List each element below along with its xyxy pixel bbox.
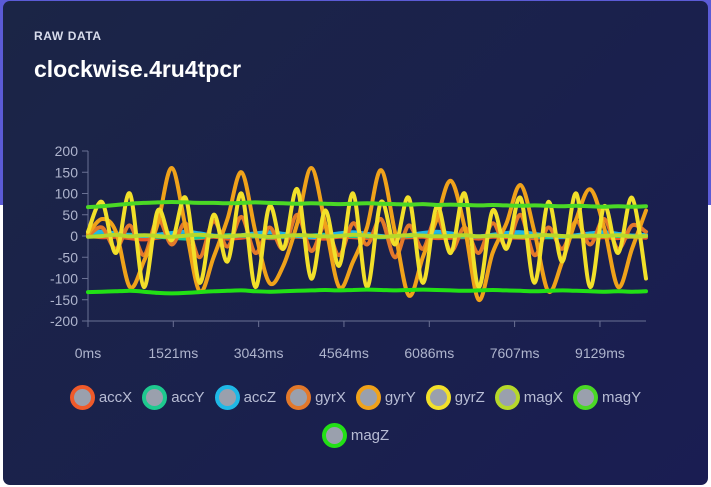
legend-label: magY bbox=[601, 388, 642, 406]
legend-item-accX[interactable]: accX bbox=[69, 384, 133, 410]
y-tick-label: -50 bbox=[58, 249, 78, 265]
legend-swatch-magY bbox=[572, 384, 598, 410]
series-line-magZ bbox=[86, 287, 648, 296]
legend-swatch-magZ bbox=[321, 422, 347, 448]
series-line-magX bbox=[86, 232, 648, 239]
chart-series-lines bbox=[86, 165, 648, 302]
series-line-gyrX bbox=[86, 212, 648, 260]
legend-label: accX bbox=[98, 388, 133, 406]
y-tick-label: -200 bbox=[50, 313, 78, 329]
legend-item-accZ[interactable]: accZ bbox=[214, 384, 277, 410]
series-line-gyrZ bbox=[86, 187, 648, 290]
y-tick-label: 0 bbox=[70, 228, 78, 244]
legend-label: accY bbox=[171, 388, 205, 406]
raw-data-chart: 200 150 100 50 0 -50 -100 -150 -200 0ms 1521ms 3043… bbox=[50, 143, 648, 361]
legend-item-accY[interactable]: accY bbox=[142, 384, 205, 410]
x-tick-label: 3043ms bbox=[234, 345, 284, 361]
legend-swatch-gyrZ bbox=[425, 384, 451, 410]
x-tick-label: 6086ms bbox=[404, 345, 454, 361]
x-tick-label: 7607ms bbox=[490, 345, 540, 361]
legend-swatch-accZ bbox=[214, 384, 240, 410]
y-tick-label: -150 bbox=[50, 292, 78, 308]
legend-item-gyrY[interactable]: gyrY bbox=[355, 384, 416, 410]
legend-label: gyrX bbox=[315, 388, 346, 406]
y-tick-label: 150 bbox=[55, 164, 79, 180]
y-tick-label: -100 bbox=[50, 271, 78, 287]
legend-label: gyrZ bbox=[454, 388, 485, 406]
legend-swatch-gyrY bbox=[355, 384, 381, 410]
y-tick-label: 200 bbox=[55, 143, 79, 159]
chart-axes: 200 150 100 50 0 -50 -100 -150 -200 0ms 1521ms 3043… bbox=[50, 143, 646, 361]
y-tick-label: 50 bbox=[62, 207, 78, 223]
legend-label: magZ bbox=[350, 426, 390, 444]
legend-swatch-gyrX bbox=[286, 384, 312, 410]
raw-data-card: RAW DATA clockwise.4ru4tpcr 200 150 100 50 0… bbox=[3, 1, 708, 485]
y-tick-label: 100 bbox=[55, 186, 79, 202]
legend-item-magZ[interactable]: magZ bbox=[321, 422, 390, 448]
legend-swatch-accY bbox=[142, 384, 168, 410]
legend-item-gyrZ[interactable]: gyrZ bbox=[425, 384, 485, 410]
legend-label: magX bbox=[523, 388, 563, 406]
legend-swatch-magX bbox=[494, 384, 520, 410]
x-tick-label: 1521ms bbox=[148, 345, 198, 361]
x-tick-label: 9129ms bbox=[575, 345, 625, 361]
chart-legend: accX accY accZ gyrX gyrY gyrZ magX magY magZ bbox=[43, 384, 668, 448]
x-tick-label: 4564ms bbox=[319, 345, 369, 361]
legend-item-magY[interactable]: magY bbox=[572, 384, 642, 410]
card-eyebrow: RAW DATA bbox=[34, 29, 102, 43]
legend-label: gyrY bbox=[384, 388, 416, 406]
legend-item-magX[interactable]: magX bbox=[494, 384, 563, 410]
legend-swatch-accX bbox=[69, 384, 95, 410]
series-line-magY bbox=[86, 200, 648, 210]
legend-item-gyrX[interactable]: gyrX bbox=[286, 384, 346, 410]
card-title: clockwise.4ru4tpcr bbox=[34, 56, 242, 82]
legend-label: accZ bbox=[243, 388, 277, 406]
x-tick-label: 0ms bbox=[75, 345, 101, 361]
